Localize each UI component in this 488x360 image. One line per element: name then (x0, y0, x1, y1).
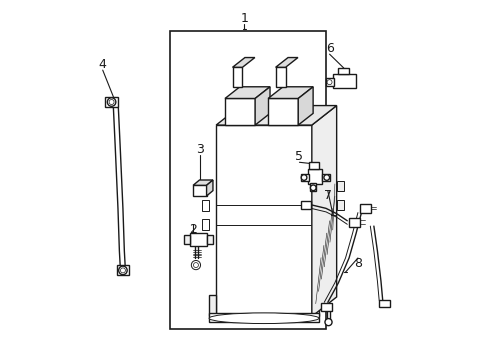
Polygon shape (224, 87, 269, 99)
Bar (300, 174, 308, 181)
Bar (267, 99, 298, 125)
Text: 1: 1 (240, 12, 248, 25)
Bar (322, 174, 329, 181)
Bar (275, 67, 285, 87)
Circle shape (119, 266, 127, 275)
Bar (359, 204, 370, 213)
Bar (189, 233, 207, 246)
Text: 6: 6 (325, 42, 333, 55)
Bar (184, 235, 189, 244)
Bar (170, 31, 325, 329)
Ellipse shape (209, 313, 318, 324)
Circle shape (310, 185, 315, 191)
Text: 4: 4 (99, 58, 106, 71)
Polygon shape (202, 200, 209, 211)
Bar (209, 295, 216, 316)
Circle shape (325, 319, 331, 326)
Text: 2: 2 (189, 223, 197, 236)
Polygon shape (202, 219, 209, 230)
Bar (325, 78, 333, 86)
Polygon shape (336, 181, 343, 191)
Circle shape (191, 260, 200, 270)
Text: 8: 8 (353, 257, 361, 270)
Polygon shape (298, 87, 312, 125)
Bar (309, 162, 319, 169)
Bar (232, 67, 242, 87)
Bar (378, 300, 389, 307)
Circle shape (193, 262, 198, 267)
Polygon shape (311, 105, 336, 316)
Polygon shape (275, 58, 297, 67)
Text: 7: 7 (323, 189, 331, 202)
Bar (321, 303, 331, 311)
Bar (307, 169, 322, 184)
Bar (301, 201, 310, 209)
Text: 5: 5 (295, 150, 303, 163)
Text: 3: 3 (196, 143, 203, 156)
Polygon shape (193, 180, 212, 185)
Bar (207, 235, 212, 244)
Bar (338, 68, 348, 75)
Bar (311, 295, 318, 316)
Circle shape (109, 100, 114, 104)
Circle shape (301, 175, 306, 180)
Polygon shape (206, 180, 212, 196)
Bar (348, 218, 360, 227)
Polygon shape (267, 87, 312, 99)
Circle shape (323, 175, 329, 180)
Polygon shape (336, 200, 343, 210)
Polygon shape (216, 105, 336, 125)
Bar (216, 125, 311, 316)
Bar (116, 265, 129, 275)
Bar (193, 185, 206, 196)
Bar (224, 99, 255, 125)
Polygon shape (255, 87, 269, 125)
Polygon shape (232, 58, 254, 67)
Circle shape (107, 98, 116, 106)
Bar (209, 313, 318, 322)
Circle shape (326, 80, 331, 85)
Bar (332, 75, 355, 88)
Circle shape (120, 268, 125, 273)
Bar (105, 97, 118, 107)
Bar (309, 183, 316, 192)
